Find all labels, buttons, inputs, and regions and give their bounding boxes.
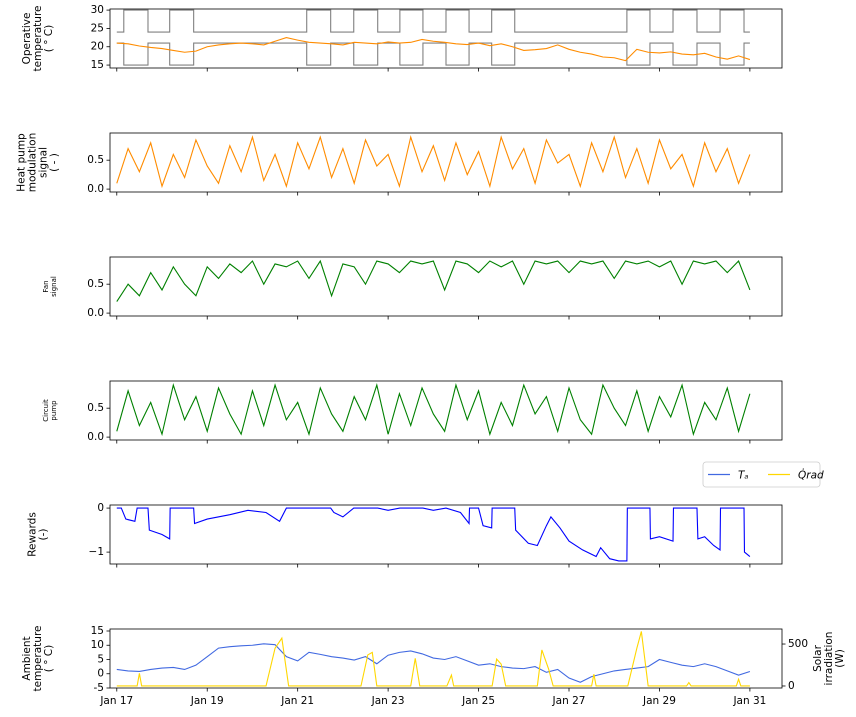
series-line [116,507,751,562]
axes-frame [109,504,783,565]
y2-tick-label: 500 [788,638,808,650]
y-axis-label: signal [50,276,58,297]
x-tick-label: Jan 29 [642,695,676,707]
series-line [116,259,751,302]
y2-tick-label: 0 [788,680,795,692]
y-tick-label: 0.0 [87,183,104,195]
series-line [116,134,751,189]
legend-box [702,461,821,488]
y-axis-label: ( ° C) [43,645,55,672]
y-axis-label: pump [50,400,58,421]
y-tick-label: -5 [94,682,104,694]
y2-axis-label: Solar [812,644,824,671]
y-axis-label: Operative [21,13,33,65]
x-tick-label: Jan 25 [461,695,495,707]
y-axis-label: Fan [42,280,50,292]
x-tick-label: Jan 19 [190,695,224,707]
y2-axis-label: irradiation [823,632,835,686]
y-tick-label: 0.5 [87,278,104,290]
panel: 0.0 0.5 Circuit pump [42,380,783,444]
y-axis-label: Circuit [42,399,50,422]
y-tick-label: 15 [91,625,104,637]
series-line [116,643,751,683]
y-tick-label: 10 [91,639,104,651]
axes-frame [109,628,783,689]
legend-label: Q̇rad [798,469,824,482]
series-line [116,37,751,62]
series-line [116,382,751,437]
y-tick-label: 0.5 [87,402,104,414]
y-tick-label: 25 [91,22,104,34]
y-tick-label: 5 [97,653,104,665]
legend-label: Tₐ [738,470,749,482]
panel: 0.0 0.5 Fan signal [42,256,783,320]
y-tick-label: 30 [91,4,104,16]
y-tick-label: 0.0 [87,307,104,319]
y-tick-label: 0 [97,502,104,514]
y-axis-label: modulation [27,133,39,192]
y-tick-label: 15 [91,59,104,71]
y-axis-label: Ambient [21,636,33,680]
y-axis-label: ( ° C) [43,25,55,52]
axes-frame [109,132,783,193]
panel: −1 0 Rewards (-) [27,502,783,568]
y-tick-label: 0 [97,668,104,680]
y-axis-label: Rewards [27,512,39,557]
panel: 0.0 0.5 Heat pump modulation signal( - ) [16,132,783,196]
series-line [116,631,750,687]
y-axis-label: temperature [32,626,44,692]
panel: 15 20 25 30 Operative temperature( ° C) [21,4,783,72]
x-tick-label: Jan 31 [732,695,766,707]
x-tick-label: Jan 23 [371,695,405,707]
panel: -5 0 5 10 15 0 500 Jan 17 Jan 19 Jan 21 Jan 23 Jan … [21,625,846,707]
y-axis-label: (-) [38,529,50,541]
x-tick-label: Jan 17 [99,695,133,707]
y-tick-label: 0.5 [87,154,104,166]
y2-axis-label: (W) [834,649,846,668]
y-axis-label: signal [38,147,50,178]
y-tick-label: 20 [91,41,104,53]
y-axis-label: ( - ) [49,153,61,172]
axes-frame [109,8,783,69]
series-line [116,42,750,66]
y-tick-label: 0.0 [87,431,104,443]
y-axis-label: Heat pump [16,133,28,192]
x-tick-label: Jan 27 [552,695,586,707]
x-tick-label: Jan 21 [280,695,314,707]
y-tick-label: −1 [89,546,104,558]
legend: Tₐ Q̇rad [702,461,824,488]
axes-frame [109,256,783,317]
y-axis-label: temperature [32,6,44,72]
axes-frame [109,380,783,441]
series-line [116,9,750,33]
